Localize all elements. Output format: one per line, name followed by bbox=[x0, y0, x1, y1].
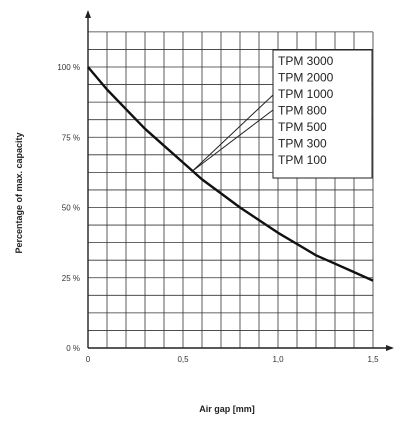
y-tick-label: 75 % bbox=[62, 133, 80, 142]
y-axis-title: Percentage of max. capacity bbox=[14, 132, 24, 253]
legend-entry: TPM 2000 bbox=[278, 71, 334, 85]
leader-line bbox=[192, 109, 274, 172]
y-tick-label: 25 % bbox=[62, 274, 80, 283]
legend-entry: TPM 3000 bbox=[278, 54, 334, 68]
y-tick-label: 100 % bbox=[57, 63, 80, 72]
legend-entry: TPM 300 bbox=[278, 137, 327, 151]
x-tick-label: 1,5 bbox=[367, 355, 379, 364]
y-tick-label: 0 % bbox=[66, 344, 80, 353]
x-tick-label: 0,5 bbox=[177, 355, 189, 364]
legend-box bbox=[272, 49, 373, 179]
x-axis-arrow bbox=[386, 345, 394, 351]
y-axis-arrow bbox=[85, 10, 91, 18]
x-tick-label: 0 bbox=[86, 355, 91, 364]
capacity-curve bbox=[87, 66, 374, 282]
legend-entry: TPM 100 bbox=[278, 153, 327, 167]
y-tick-label: 50 % bbox=[62, 204, 80, 213]
x-axis-title: Air gap [mm] bbox=[199, 404, 255, 414]
series bbox=[87, 66, 374, 282]
tick-labels: 0 0,5 1,0 1,5 0 % 25 % 50 % 75 % 100 % bbox=[57, 63, 379, 364]
legend-entry: TPM 800 bbox=[278, 104, 327, 118]
legend-entry: TPM 1000 bbox=[278, 87, 334, 101]
legend: TPM 3000 TPM 2000 TPM 1000 TPM 800 TPM 500 TP… bbox=[192, 49, 373, 179]
leader-line bbox=[192, 94, 274, 172]
legend-entry: TPM 500 bbox=[278, 120, 327, 134]
x-tick-label: 1,0 bbox=[272, 355, 284, 364]
